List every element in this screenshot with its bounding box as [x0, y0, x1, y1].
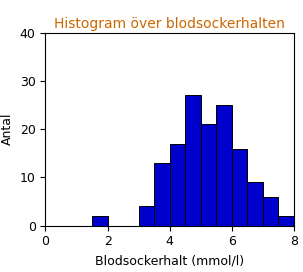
Bar [170, 144, 185, 226]
Bar [278, 216, 294, 226]
Bar [185, 95, 201, 226]
Bar [263, 197, 278, 226]
Bar [201, 124, 216, 226]
Bar [216, 105, 232, 226]
Bar [232, 149, 247, 226]
Y-axis label: Antal: Antal [1, 113, 14, 146]
Bar [247, 182, 263, 226]
Bar [138, 206, 154, 226]
Bar [92, 216, 108, 226]
Title: Histogram över blodsockerhalten: Histogram över blodsockerhalten [54, 17, 285, 32]
X-axis label: Blodsockerhalt (mmol/l): Blodsockerhalt (mmol/l) [95, 254, 244, 267]
Bar [154, 163, 170, 226]
